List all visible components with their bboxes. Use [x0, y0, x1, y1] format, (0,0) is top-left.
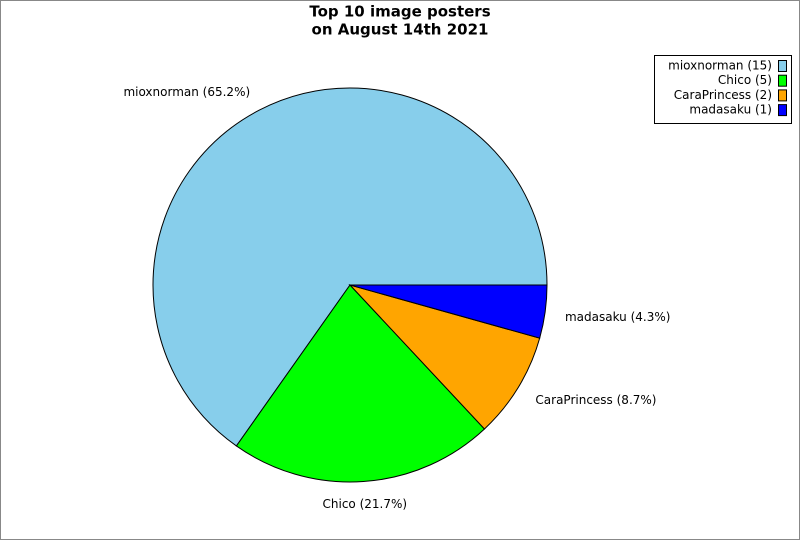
pie-slice: [348, 284, 541, 430]
chart-title: Top 10 image posters: [309, 3, 490, 21]
chart-title: on August 14th 2021: [312, 21, 489, 39]
pie-slice: [152, 87, 548, 447]
legend-swatch: [778, 104, 787, 117]
legend-label: CaraPrincess (2): [674, 88, 772, 102]
legend-swatch: [778, 60, 787, 72]
legend-label: madasaku (1): [689, 103, 772, 117]
pie-slice: [349, 284, 548, 339]
slice-label: mioxnorman (65.2%): [123, 85, 250, 99]
slice-label: madasaku (4.3%): [565, 310, 670, 324]
legend-swatch: [778, 74, 787, 87]
legend-box: [654, 55, 792, 124]
pie-slice: [235, 284, 486, 483]
slice-label: Chico (21.7%): [323, 497, 408, 511]
legend-label: mioxnorman (15): [668, 59, 772, 73]
slice-label: CaraPrincess (8.7%): [535, 393, 656, 407]
legend-label: Chico (5): [718, 73, 772, 87]
legend-swatch: [778, 89, 787, 102]
